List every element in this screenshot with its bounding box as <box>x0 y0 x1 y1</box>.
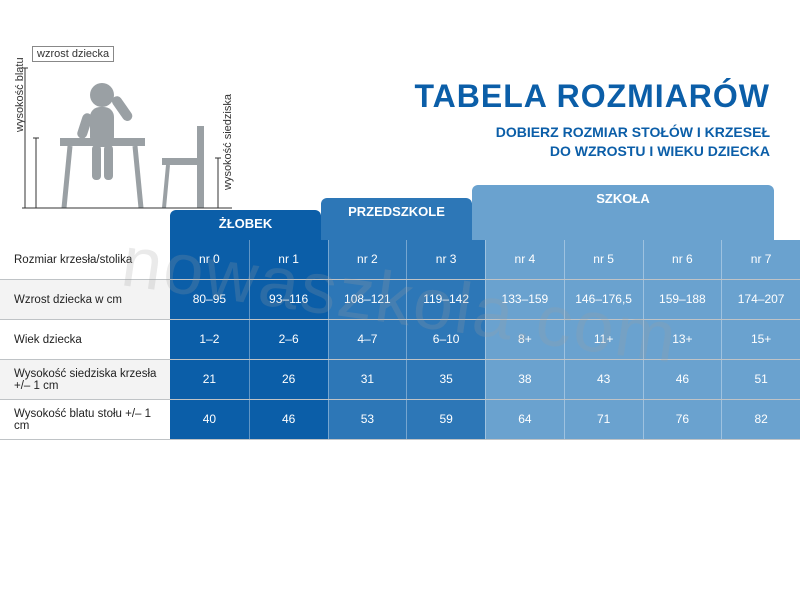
table-cell: 40 <box>170 400 249 439</box>
table-cell: 13+ <box>643 320 722 359</box>
size-table: Rozmiar krzesła/stolikanr 0nr 1nr 2nr 3n… <box>0 240 800 440</box>
table-cell: 146–176,5 <box>564 280 643 319</box>
table-row: Rozmiar krzesła/stolikanr 0nr 1nr 2nr 3n… <box>0 240 800 280</box>
col-header: nr 2 <box>328 240 407 279</box>
row-cells: 80–9593–116108–121119–142133–159146–176,… <box>170 280 800 319</box>
table-cell: 159–188 <box>643 280 722 319</box>
table-cell: 93–116 <box>249 280 328 319</box>
row-label: Wiek dziecka <box>0 320 170 359</box>
col-header: nr 1 <box>249 240 328 279</box>
table-cell: 80–95 <box>170 280 249 319</box>
table-cell: 35 <box>406 360 485 399</box>
table-cell: 38 <box>485 360 564 399</box>
table-cell: 11+ <box>564 320 643 359</box>
title-block: TABELA ROZMIARÓW DOBIERZ ROZMIAR STOŁÓW … <box>415 78 771 161</box>
table-cell: 76 <box>643 400 722 439</box>
row-label: Wzrost dziecka w cm <box>0 280 170 319</box>
label-seat-height: wysokość siedziska <box>222 94 234 190</box>
table-cell: 46 <box>249 400 328 439</box>
subtitle-line2: DO WZROSTU I WIEKU DZIECKA <box>415 142 771 161</box>
row-label: Rozmiar krzesła/stolika <box>0 240 170 279</box>
table-cell: 71 <box>564 400 643 439</box>
table-cell: 31 <box>328 360 407 399</box>
col-header: nr 0 <box>170 240 249 279</box>
table-cell: 15+ <box>721 320 800 359</box>
table-row: Wysokość blatu stołu +/– 1 cm40465359647… <box>0 400 800 440</box>
page-title: TABELA ROZMIARÓW <box>415 78 771 115</box>
table-cell: 43 <box>564 360 643 399</box>
col-header: nr 7 <box>721 240 800 279</box>
table-cell: 26 <box>249 360 328 399</box>
col-header: nr 4 <box>485 240 564 279</box>
label-child-height: wzrost dziecka <box>32 46 114 62</box>
group-header: ŻŁOBEK <box>170 210 321 240</box>
row-cells: 1–22–64–76–108+11+13+15+ <box>170 320 800 359</box>
table-cell: 53 <box>328 400 407 439</box>
table-cell: 4–7 <box>328 320 407 359</box>
table-cell: 21 <box>170 360 249 399</box>
row-label: Wysokość siedziska krzesła +/– 1 cm <box>0 360 170 399</box>
subtitle-line1: DOBIERZ ROZMIAR STOŁÓW I KRZESEŁ <box>415 123 771 142</box>
row-label: Wysokość blatu stołu +/– 1 cm <box>0 400 170 439</box>
table-row: Wzrost dziecka w cm80–9593–116108–121119… <box>0 280 800 320</box>
table-cell: 64 <box>485 400 564 439</box>
row-cells: nr 0nr 1nr 2nr 3nr 4nr 5nr 6nr 7 <box>170 240 800 279</box>
table-cell: 133–159 <box>485 280 564 319</box>
col-header: nr 5 <box>564 240 643 279</box>
table-cell: 2–6 <box>249 320 328 359</box>
table-cell: 1–2 <box>170 320 249 359</box>
table-cell: 174–207 <box>721 280 800 319</box>
subtitle: DOBIERZ ROZMIAR STOŁÓW I KRZESEŁ DO WZRO… <box>415 123 771 161</box>
label-table-height: wysokość blatu <box>14 57 26 132</box>
top-section: wzrost dziecka wysokość blatu wysokość s… <box>0 0 800 240</box>
table-row: Wiek dziecka1–22–64–76–108+11+13+15+ <box>0 320 800 360</box>
table-cell: 119–142 <box>406 280 485 319</box>
table-row: Wysokość siedziska krzesła +/– 1 cm21263… <box>0 360 800 400</box>
table-cell: 82 <box>721 400 800 439</box>
table-cell: 46 <box>643 360 722 399</box>
col-header: nr 6 <box>643 240 722 279</box>
group-header: PRZEDSZKOLE <box>321 198 472 240</box>
table-cell: 6–10 <box>406 320 485 359</box>
table-cell: 8+ <box>485 320 564 359</box>
table-cell: 108–121 <box>328 280 407 319</box>
col-header: nr 3 <box>406 240 485 279</box>
group-headers: ŻŁOBEKPRZEDSZKOLESZKOŁA <box>0 185 800 240</box>
table-cell: 51 <box>721 360 800 399</box>
table-cell: 59 <box>406 400 485 439</box>
row-cells: 2126313538434651 <box>170 360 800 399</box>
group-header: SZKOŁA <box>472 185 774 240</box>
row-cells: 4046535964717682 <box>170 400 800 439</box>
